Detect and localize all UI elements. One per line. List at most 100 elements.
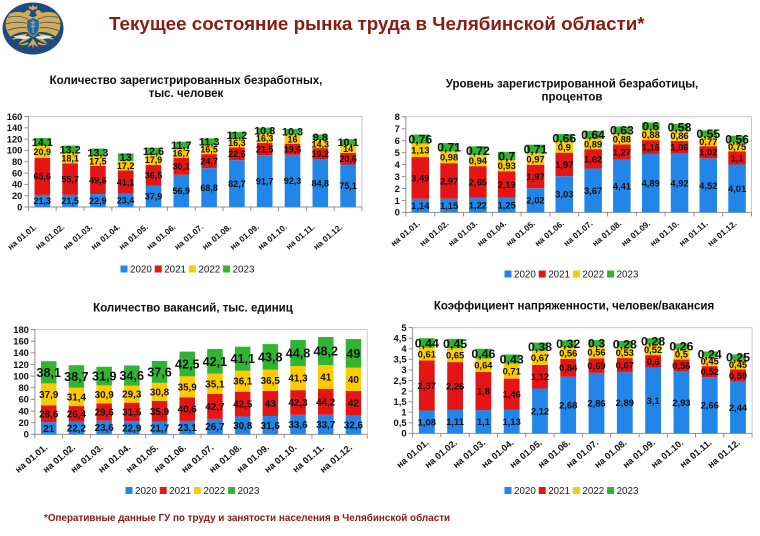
svg-text:2021: 2021 [169, 486, 191, 497]
svg-text:1: 1 [395, 195, 400, 206]
svg-text:19,2: 19,2 [312, 149, 330, 159]
svg-text:56,9: 56,9 [173, 186, 191, 196]
svg-text:0,7: 0,7 [498, 149, 515, 163]
svg-text:на 01.08.: на 01.08. [200, 222, 233, 252]
svg-text:41,3: 41,3 [288, 374, 308, 385]
svg-text:48,2: 48,2 [313, 345, 338, 359]
svg-text:0,65: 0,65 [446, 350, 464, 361]
svg-text:41,1: 41,1 [117, 177, 135, 187]
svg-text:12,6: 12,6 [143, 146, 164, 158]
svg-text:38,1: 38,1 [37, 366, 62, 380]
svg-text:1,62: 1,62 [584, 153, 602, 164]
svg-text:23,4: 23,4 [117, 196, 135, 206]
svg-text:36,5: 36,5 [261, 376, 281, 387]
svg-text:на 01.05.: на 01.05. [117, 222, 150, 252]
svg-text:10,8: 10,8 [254, 126, 275, 138]
svg-text:1,8: 1,8 [477, 385, 490, 396]
svg-text:60: 60 [12, 167, 22, 178]
svg-text:37,9: 37,9 [145, 192, 163, 202]
svg-text:24,7: 24,7 [200, 156, 218, 166]
svg-text:0,32: 0,32 [556, 337, 580, 351]
svg-text:2022: 2022 [198, 265, 220, 276]
svg-text:75,1: 75,1 [339, 181, 357, 191]
svg-text:42,7: 42,7 [205, 402, 225, 413]
svg-text:2,89: 2,89 [616, 397, 634, 408]
svg-text:2021: 2021 [164, 265, 186, 276]
svg-text:4,01: 4,01 [728, 183, 746, 194]
svg-text:Количество вакансий, тыс. един: Количество вакансий, тыс. единиц [93, 303, 293, 315]
svg-text:0: 0 [401, 428, 406, 439]
svg-text:1: 1 [401, 407, 406, 418]
svg-text:21,5: 21,5 [256, 144, 274, 154]
svg-text:на 01.10.: на 01.10. [256, 222, 289, 252]
svg-text:20,6: 20,6 [339, 154, 357, 164]
svg-text:1,13: 1,13 [411, 145, 429, 156]
svg-text:20: 20 [12, 190, 22, 201]
svg-text:160: 160 [13, 336, 29, 347]
svg-text:2,02: 2,02 [526, 195, 544, 206]
svg-text:3: 3 [401, 364, 406, 375]
svg-text:2022: 2022 [582, 486, 604, 497]
svg-text:37,9: 37,9 [39, 390, 59, 401]
svg-text:0,45: 0,45 [701, 356, 719, 367]
svg-text:на 01.06.: на 01.06. [533, 218, 566, 248]
svg-text:21: 21 [43, 424, 54, 435]
svg-text:21,5: 21,5 [61, 196, 79, 206]
svg-text:0,97: 0,97 [526, 153, 544, 164]
svg-text:0,94: 0,94 [469, 155, 488, 166]
svg-text:80: 80 [18, 382, 28, 393]
svg-text:0,56: 0,56 [559, 347, 577, 358]
svg-text:2,86: 2,86 [587, 398, 605, 409]
svg-text:0,88: 0,88 [642, 129, 660, 140]
svg-text:0,71: 0,71 [524, 142, 548, 156]
svg-text:29,6: 29,6 [95, 408, 115, 419]
svg-text:на 01.09.: на 01.09. [619, 218, 652, 248]
svg-text:5: 5 [395, 147, 400, 158]
svg-text:0,5: 0,5 [675, 349, 688, 360]
svg-text:0: 0 [395, 207, 400, 218]
svg-text:31,6: 31,6 [261, 421, 281, 432]
svg-text:23,1: 23,1 [178, 423, 198, 434]
svg-text:0,72: 0,72 [466, 144, 490, 158]
svg-text:22,6: 22,6 [228, 149, 246, 159]
svg-text:40: 40 [348, 375, 359, 386]
svg-text:на 01.01.: на 01.01. [389, 218, 422, 248]
svg-text:33,7: 33,7 [316, 420, 336, 431]
svg-text:140: 140 [13, 347, 29, 358]
svg-text:65,6: 65,6 [34, 172, 52, 182]
svg-text:1,46: 1,46 [503, 388, 521, 399]
svg-text:процентов: процентов [542, 92, 603, 104]
svg-text:1,25: 1,25 [498, 199, 516, 210]
svg-text:40: 40 [12, 179, 22, 190]
svg-text:35,1: 35,1 [205, 379, 225, 390]
svg-text:0,38: 0,38 [528, 340, 552, 354]
svg-text:на 01.11.: на 01.11. [284, 222, 317, 252]
svg-text:1,1: 1,1 [477, 416, 490, 427]
svg-text:2022: 2022 [582, 270, 604, 281]
svg-text:2,93: 2,93 [672, 397, 690, 408]
svg-text:14,3: 14,3 [312, 139, 330, 149]
svg-text:0,61: 0,61 [418, 348, 436, 359]
svg-text:0,64: 0,64 [581, 128, 605, 142]
svg-text:43: 43 [265, 399, 276, 410]
svg-text:0,89: 0,89 [584, 138, 602, 149]
svg-text:0,9: 0,9 [558, 142, 571, 153]
svg-text:16,3: 16,3 [256, 134, 274, 144]
svg-text:2: 2 [395, 183, 400, 194]
svg-text:23,6: 23,6 [95, 423, 115, 434]
svg-text:Уровень зарегистрированной без: Уровень зарегистрированной безработицы, [446, 79, 698, 91]
svg-text:1,5: 1,5 [394, 396, 407, 407]
svg-text:17,2: 17,2 [117, 161, 135, 171]
svg-text:4,41: 4,41 [613, 180, 631, 191]
svg-text:0,6: 0,6 [647, 356, 660, 367]
svg-text:28,6: 28,6 [39, 409, 59, 420]
svg-text:6: 6 [395, 135, 400, 146]
svg-text:42,3: 42,3 [288, 398, 308, 409]
svg-text:21,3: 21,3 [34, 196, 52, 206]
svg-text:0,56: 0,56 [725, 132, 749, 146]
svg-text:на 01.09.: на 01.09. [228, 222, 261, 252]
svg-text:на 01.05.: на 01.05. [504, 218, 537, 248]
svg-text:0,64: 0,64 [474, 360, 493, 371]
svg-text:3,1: 3,1 [647, 395, 660, 406]
svg-text:2021: 2021 [548, 270, 570, 281]
